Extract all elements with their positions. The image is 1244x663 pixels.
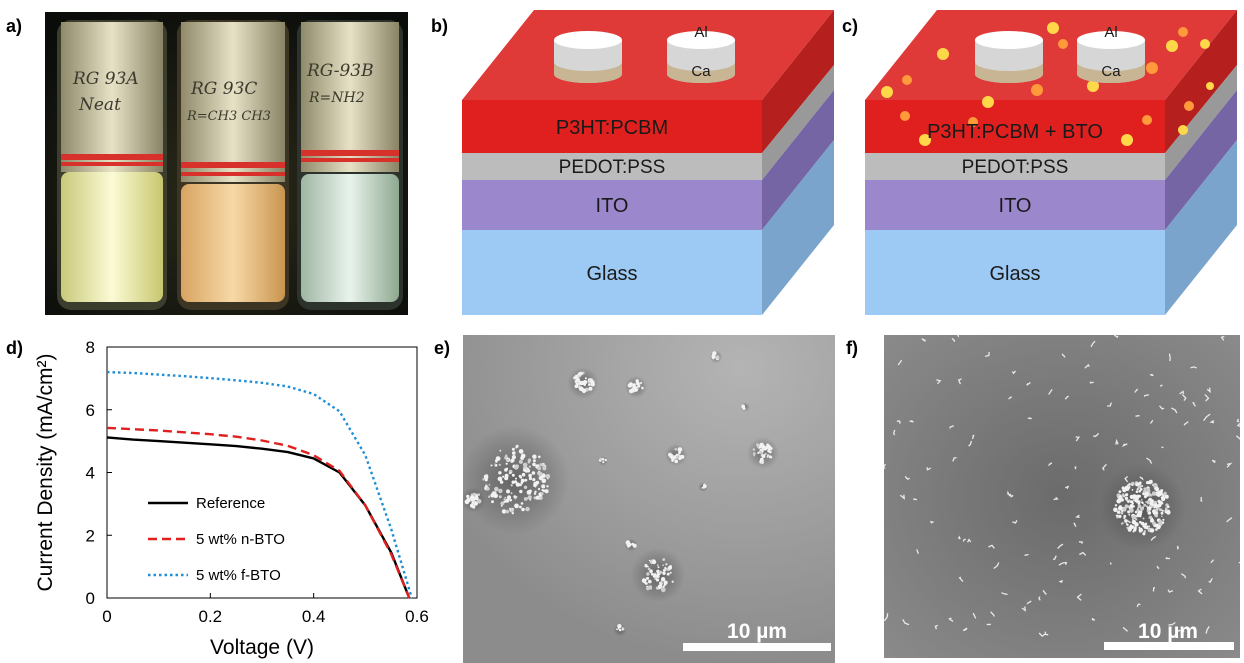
legend-label-2: 5 wt% n-BTO xyxy=(196,531,285,548)
y-axis-label: Current Density (mA/cm²) xyxy=(34,353,57,591)
y-tick-label: 6 xyxy=(86,401,95,420)
legend-label-3: 5 wt% f-BTO xyxy=(196,567,281,584)
layer-label-ito: ITO xyxy=(999,195,1032,217)
scalebar xyxy=(683,643,831,651)
x-tick-label: 0.2 xyxy=(199,607,223,626)
layer-label-pedot: PEDOT:PSS xyxy=(559,157,666,178)
layer-label-ito: ITO xyxy=(596,195,629,217)
vial-1-label-line2: Neat xyxy=(78,95,121,115)
vial-1: RG 93A Neat xyxy=(57,20,167,310)
x-tick-label: 0.6 xyxy=(405,607,429,626)
x-tick-label: 0.4 xyxy=(302,607,326,626)
sem-image-e: 10 µm xyxy=(463,335,835,663)
scalebar xyxy=(1104,642,1234,650)
sem-image-f: 10 µm xyxy=(884,335,1240,658)
y-tick-label: 0 xyxy=(86,589,95,608)
vial-1-label-line1: RG 93A xyxy=(72,69,139,89)
electrode-1 xyxy=(554,31,622,83)
vial-2-label-line2: R=CH3 CH3 xyxy=(186,109,271,124)
vial-2: RG 93C R=CH3 CH3 xyxy=(177,20,289,310)
device-stack-b: P3HT:PCBM PEDOT:PSS ITO Glass Al Ca xyxy=(462,10,834,315)
vial-3-label-line2: R=NH2 xyxy=(308,90,365,106)
panel-label-c: c) xyxy=(842,16,858,37)
x-axis-label: Voltage (V) xyxy=(210,636,314,659)
layer-label-pedot: PEDOT:PSS xyxy=(962,157,1069,178)
panel-label-b: b) xyxy=(431,16,448,37)
layer-label-active: P3HT:PCBM + BTO xyxy=(927,121,1103,143)
y-tick-label: 8 xyxy=(86,338,95,357)
electrode-label-ca: Ca xyxy=(1101,63,1121,80)
scalebar-label: 10 µm xyxy=(727,620,787,643)
panel-label-f: f) xyxy=(846,338,858,359)
electrode-1 xyxy=(975,31,1043,83)
electrode-label-al: Al xyxy=(1104,24,1117,41)
x-tick-label: 0 xyxy=(102,607,111,626)
vials-photo: RG 93A Neat RG 93C R=CH3 CH3 RG-93B R=NH… xyxy=(45,12,408,315)
series-line-3 xyxy=(107,372,412,598)
layer-label-glass: Glass xyxy=(586,263,637,285)
jv-chart: 0 2 4 6 8 0 0.2 0.4 0.6 Reference 5 wt% n-BTO 5 w… xyxy=(10,330,450,663)
layer-label-active: P3HT:PCBM xyxy=(556,117,668,139)
scalebar-label: 10 µm xyxy=(1138,620,1198,643)
y-tick-label: 4 xyxy=(86,464,95,483)
vial-3-label-line1: RG-93B xyxy=(306,61,374,81)
electrode-label-al: Al xyxy=(694,24,707,41)
y-tick-label: 2 xyxy=(86,526,95,545)
vial-3: RG-93B R=NH2 xyxy=(297,20,403,310)
panel-label-a: a) xyxy=(6,16,22,37)
legend-label-1: Reference xyxy=(196,495,265,512)
vial-2-label-line1: RG 93C xyxy=(190,79,257,99)
electrode-label-ca: Ca xyxy=(691,63,711,80)
device-stack-c: P3HT:PCBM + BTO PEDOT:PSS ITO Glass Al C… xyxy=(865,10,1237,315)
layer-label-glass: Glass xyxy=(989,263,1040,285)
